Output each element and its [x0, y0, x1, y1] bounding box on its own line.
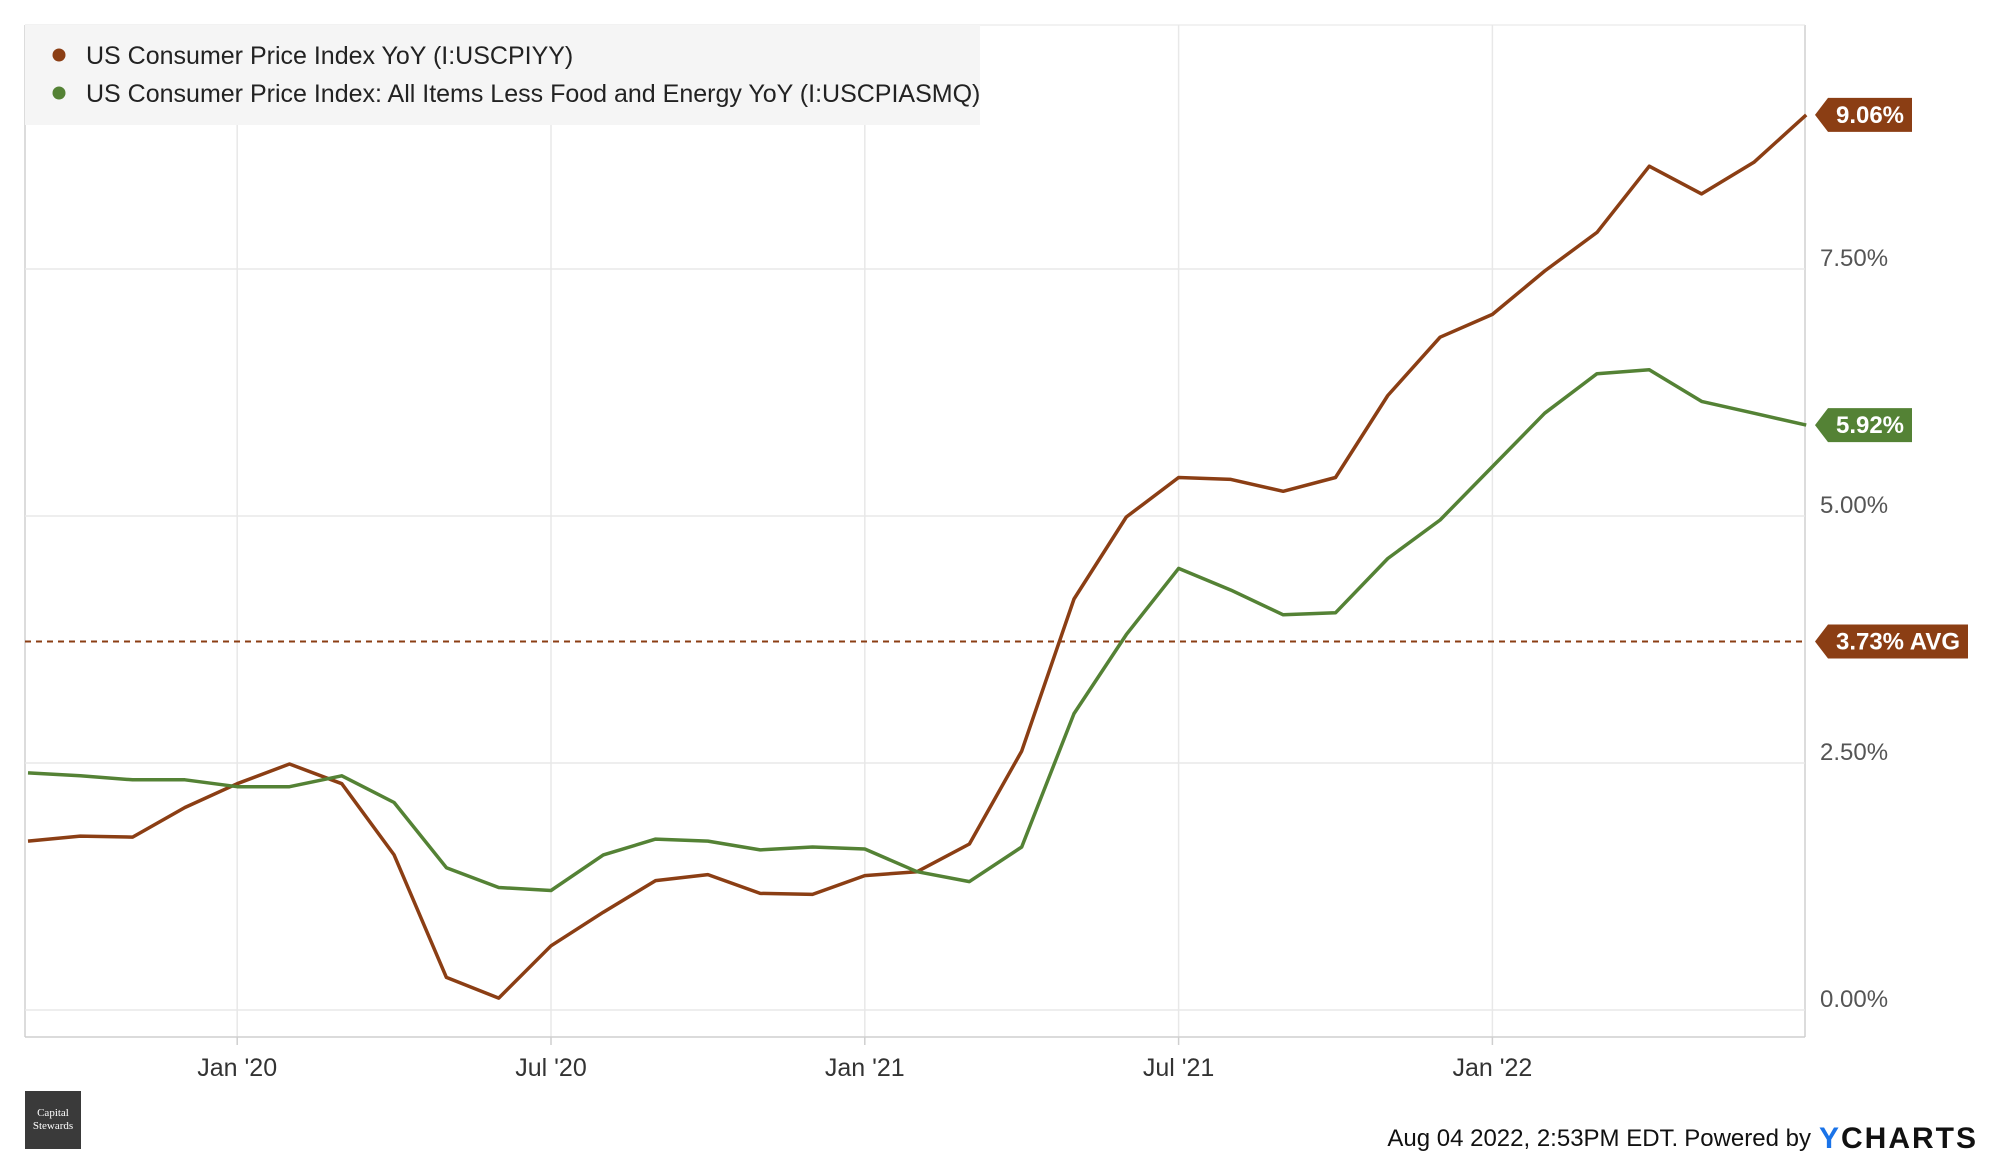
y-tick-label: 5.00%: [1820, 492, 1888, 519]
y-tick-label: 7.50%: [1820, 245, 1888, 272]
x-tick-label: Jul '20: [515, 1054, 586, 1082]
legend: US Consumer Price Index YoY (I:USCPIYY) U…: [25, 25, 980, 125]
x-tick-label: Jul '21: [1143, 1054, 1214, 1082]
legend-marker: [52, 48, 66, 62]
axes: 0.00% 2.50% 5.00% 7.50% Jan '20 Jul '20 Jan '2…: [25, 245, 1888, 1082]
logo-line-2: Stewards: [32, 1120, 74, 1132]
logo-line-1: Capital: [37, 1107, 69, 1119]
value-flags: 9.06% 5.92% 3.73% AVG: [1815, 97, 1968, 659]
ycharts-logo-y: Y: [1818, 1122, 1841, 1155]
x-tick-label: Jan '20: [197, 1054, 277, 1082]
x-tick-label: Jan '22: [1452, 1054, 1532, 1082]
series-2-end-value-flag-label: 5.92%: [1836, 412, 1904, 439]
ycharts-logo[interactable]: YCHARTS: [1819, 1122, 1978, 1156]
legend-background: [25, 25, 980, 125]
series-line-2: [27, 368, 1807, 893]
series-1-end-value-flag: [1815, 97, 1912, 132]
series-2-end-value-flag: [1815, 408, 1912, 443]
y-tick-label: 0.00%: [1820, 986, 1888, 1013]
average-value-flag: [1815, 624, 1968, 659]
capital-stewards-logo: Capital Stewards: [25, 1091, 81, 1149]
footer-powered-by: Powered by: [1684, 1125, 1811, 1152]
legend-entry: US Consumer Price Index YoY (I:USCPIYY): [86, 42, 573, 70]
series-group: [27, 113, 1808, 1000]
series-line-1: [27, 113, 1808, 1000]
x-tick-label: Jan '21: [825, 1054, 905, 1082]
average-value-flag-label: 3.73% AVG: [1836, 628, 1960, 655]
footer: Aug 04 2022, 2:53PM EDT. Powered by YCHA…: [1387, 1122, 1978, 1156]
grid: [24, 24, 1806, 1037]
y-tick-label: 2.50%: [1820, 739, 1888, 766]
legend-marker: [52, 86, 66, 100]
ycharts-logo-text: CHARTS: [1841, 1122, 1978, 1155]
series-1-end-value-flag-label: 9.06%: [1836, 102, 1904, 129]
footer-timestamp: Aug 04 2022, 2:53PM EDT.: [1387, 1125, 1679, 1152]
legend-entry: US Consumer Price Index: All Items Less …: [86, 80, 980, 108]
